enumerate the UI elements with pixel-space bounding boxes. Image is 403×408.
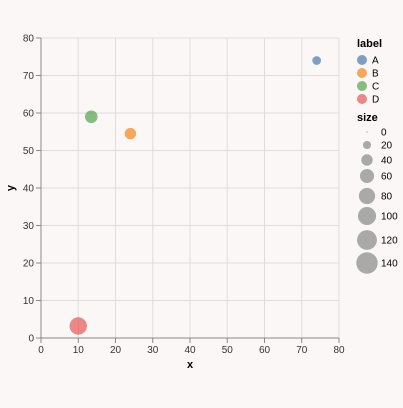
color-legend-label: A — [372, 56, 379, 67]
size-legend-symbol — [357, 206, 377, 226]
y-tick-label: 0 — [28, 334, 34, 345]
color-legend-label: D — [372, 95, 379, 106]
color-legend-symbol-b — [357, 68, 367, 78]
data-point-d — [69, 317, 87, 335]
size-legend-label: 80 — [381, 192, 393, 203]
y-axis-title: y — [5, 184, 17, 191]
y-tick-label: 30 — [23, 221, 35, 232]
x-tick-label: 0 — [38, 345, 44, 356]
size-legend-label: 140 — [381, 259, 398, 270]
y-tick-label: 80 — [23, 34, 35, 45]
size-legend-symbol — [358, 187, 376, 205]
x-tick-label: 80 — [333, 345, 345, 356]
data-point-b — [124, 127, 137, 140]
color-legend-symbol-d — [357, 94, 367, 104]
size-legend-label: 40 — [381, 156, 393, 167]
grid-lines — [40, 37, 340, 339]
y-tick-label: 60 — [23, 109, 35, 120]
size-legend-label: 0 — [381, 128, 387, 139]
color-legend-label: B — [372, 69, 379, 80]
color-legend-title: label — [357, 38, 382, 50]
size-legend-label: 20 — [381, 141, 393, 152]
size-legend-title: size — [357, 112, 378, 124]
x-axis-title: x — [187, 359, 194, 371]
size-legend-symbol — [366, 131, 368, 133]
size-legend-symbol — [356, 252, 378, 274]
x-tick-label: 10 — [73, 345, 85, 356]
size-legend-label: 100 — [381, 212, 398, 223]
size-legend-label: 60 — [381, 172, 393, 183]
size-legend-label: 120 — [381, 236, 398, 247]
color-legend-symbol-c — [357, 81, 367, 91]
axes: 0 10 20 30 40 50 60 70 80 0 10 20 30 40 50 60 70 80 — [23, 34, 345, 357]
size-legend-symbol — [361, 154, 373, 166]
x-tick-label: 50 — [222, 345, 234, 356]
size-legend-symbol — [362, 140, 372, 150]
x-tick-label: 30 — [147, 345, 159, 356]
y-tick-label: 50 — [23, 146, 35, 157]
y-tick-label: 40 — [23, 184, 35, 195]
data-points — [69, 56, 321, 335]
x-tick-label: 20 — [110, 345, 122, 356]
data-point-c — [85, 110, 98, 124]
color-legend-label: C — [372, 82, 379, 93]
data-point-a — [312, 56, 321, 65]
color-legend-symbol-a — [357, 55, 367, 65]
x-tick-label: 60 — [259, 345, 271, 356]
y-tick-label: 10 — [23, 296, 35, 307]
size-legend: size 0 20 40 60 80 100 120 140 — [356, 112, 398, 274]
y-tick-label: 70 — [23, 71, 35, 82]
size-legend-symbol — [359, 168, 375, 184]
x-tick-label: 40 — [184, 345, 196, 356]
size-legend-symbol — [357, 230, 377, 250]
x-tick-label: 70 — [296, 345, 308, 356]
y-tick-label: 20 — [23, 259, 35, 270]
